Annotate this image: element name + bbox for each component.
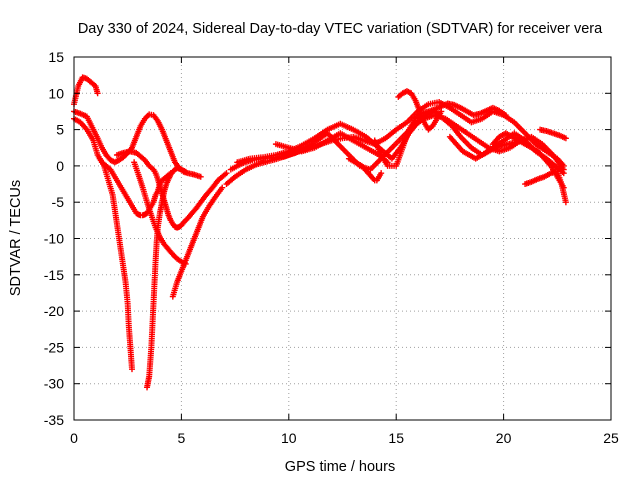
x-tick-label: 10 [281,430,297,446]
data-point [128,366,135,373]
data-point [438,108,445,115]
x-tick-label: 5 [178,430,186,446]
series-arc-6 [144,165,189,391]
x-tick-label: 20 [496,430,512,446]
y-tick-label: -20 [44,303,64,319]
series-arc-15 [395,88,445,133]
series-arc-2 [71,108,204,180]
data-point [378,170,385,177]
y-tick-label: 15 [48,49,64,65]
x-tick-label: 25 [603,430,619,446]
y-tick-label: 5 [56,122,64,138]
data-layer [71,74,569,391]
series-arc-13 [371,100,509,169]
y-axis-label: SDTVAR / TECUs [8,180,24,296]
data-point [502,112,509,119]
data-point [219,184,226,191]
data-point [182,168,189,175]
data-point [223,170,230,177]
y-tick-label: -35 [44,412,64,428]
y-tick-label: 10 [48,85,64,101]
y-tick-label: -30 [44,376,64,392]
series-arc-3 [71,115,174,219]
data-point [197,173,204,180]
x-tick-label: 0 [70,430,78,446]
x-axis-label: GPS time / hours [285,459,395,475]
y-tick-label: -15 [44,267,64,283]
series-arc-20 [446,133,518,162]
series-arc-19 [537,126,569,142]
series-arc-5 [113,148,230,231]
series-arc-12 [272,130,391,166]
data-point [511,139,518,146]
data-point [560,170,567,177]
series-arc-1 [71,74,101,108]
series-arc-4 [96,155,135,373]
series-arc-14 [345,155,378,184]
data-point [562,199,569,206]
series-arc-18 [522,168,569,206]
y-tick-label: -25 [44,339,64,355]
data-point [94,90,101,97]
chart-title: Day 330 of 2024, Sidereal Day-to-day VTE… [78,21,603,37]
series-arc-8 [169,184,226,300]
x-tick-label: 15 [388,430,404,446]
y-tick-label: -10 [44,231,64,247]
y-tick-label: -5 [52,194,65,210]
series-arc-16 [373,170,385,184]
data-point [562,135,569,142]
y-tick-label: 0 [56,158,64,174]
axis-ticks: 0 5 10 15 20 25 15 10 5 0 -5 -10 -15 -20 -25 -30 -35 [44,49,619,446]
